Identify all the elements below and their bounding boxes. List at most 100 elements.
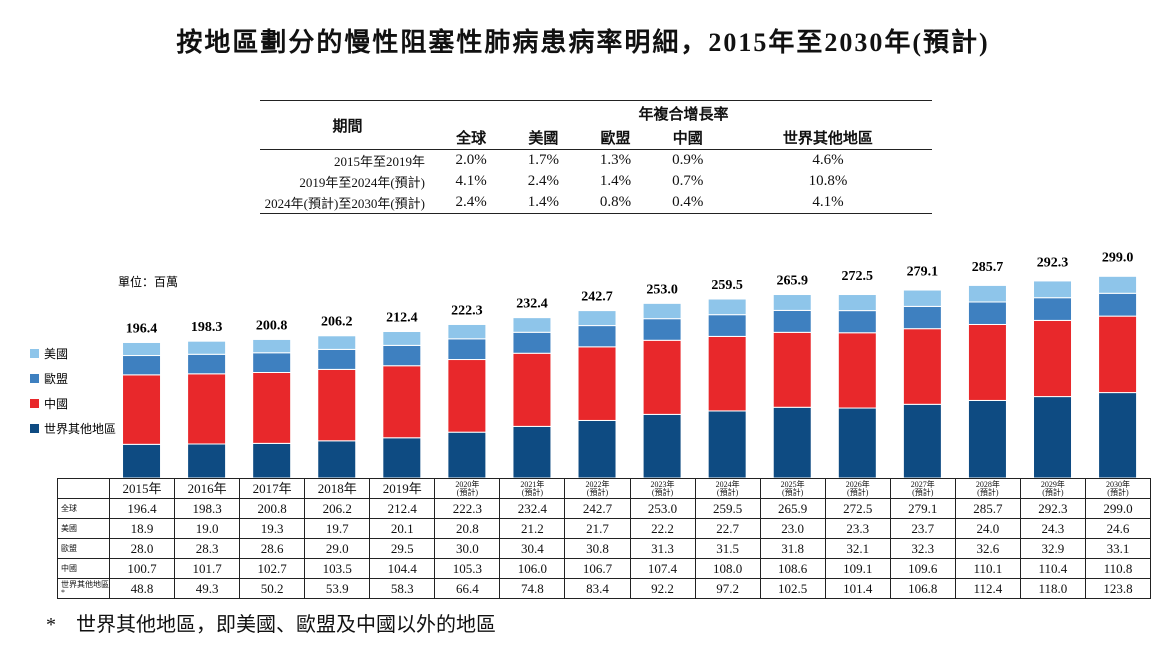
bar-segment [447, 338, 487, 361]
bar-segment [577, 346, 617, 421]
category-label: 2023年 (預計) [629, 478, 696, 499]
row-label: 美國 [57, 518, 110, 539]
total-label: 242.7 [581, 290, 613, 305]
category-label: 2030年 (預計) [1084, 478, 1152, 499]
bar-segment [967, 301, 1007, 325]
bar-segment [967, 399, 1007, 479]
bar-segment [512, 317, 552, 333]
bar-segment [447, 431, 487, 479]
bar-segment [512, 352, 552, 427]
category-label: 2024年 (預計) [694, 478, 761, 499]
data-cell: 32.9 [1019, 538, 1086, 559]
bar-segment [382, 365, 422, 439]
cagr-value: 0.9% [672, 152, 704, 168]
data-cell: 106.0 [499, 558, 566, 579]
data-cell: 108.0 [694, 558, 761, 579]
bar-segment [642, 413, 682, 479]
unit-label: 單位：百萬 [118, 274, 178, 289]
row-label: 歐盟 [57, 538, 110, 559]
legend-swatch [30, 349, 39, 358]
data-cell: 31.5 [694, 538, 761, 559]
bar-segment [187, 353, 227, 375]
bar-segment [1098, 315, 1138, 394]
data-cell: 206.2 [304, 498, 371, 519]
data-cell: 32.1 [824, 538, 891, 559]
data-row: 世界其他地區* 48.8 49.3 50.2 53.9 58.3 66.4 74.8 83.4 9… [57, 578, 1152, 599]
category-row: 2015年 2016年 2017年 2018年 2019年 2020年 (預計) 2021年… [57, 478, 1152, 499]
legend-label: 歐盟 [44, 371, 68, 386]
category-label: 2020年 (預計) [434, 478, 501, 499]
cagr-value: 2.4% [527, 173, 559, 189]
column-header: 世界其他地區 [723, 125, 932, 150]
total-label: 272.5 [842, 269, 874, 284]
column-header: 中國 [651, 125, 724, 150]
category-label: 2025年 (預計) [759, 478, 826, 499]
total-label: 198.3 [191, 320, 223, 335]
legend-label: 中國 [44, 396, 68, 411]
data-cell: 102.5 [759, 578, 826, 599]
data-cell: 232.4 [499, 498, 566, 519]
bar-segment [707, 335, 747, 412]
cagr-value: 10.8% [808, 173, 848, 189]
bar-segment [1098, 292, 1138, 317]
category-label: 2028年 (預計) [954, 478, 1021, 499]
data-cell: 66.4 [434, 578, 501, 599]
data-cell: 101.4 [824, 578, 891, 599]
cagr-value: 0.7% [672, 173, 704, 189]
data-cell: 48.8 [108, 578, 176, 599]
cagr-value: 2.0% [455, 152, 487, 168]
legend-swatch [30, 374, 39, 383]
total-label: 265.9 [776, 274, 808, 289]
bar-segment [837, 310, 877, 334]
period: 2019年至2024年(預計) [299, 175, 425, 190]
data-cell: 101.7 [174, 558, 241, 579]
bar-segment [642, 318, 682, 341]
period: 2024年(預計)至2030年(預計) [260, 192, 435, 214]
cagr-row: 2019年至2024年(預計) 4.1% 2.4% 1.4% 0.7% 10.8% [260, 171, 932, 192]
data-cell: 196.4 [108, 498, 176, 519]
data-row: 全球 196.4 198.3 200.8 206.2 212.4 222.3 232.4 242… [57, 498, 1152, 519]
bar-segment [447, 359, 487, 433]
category-label: 2021年 (預計) [499, 478, 566, 499]
group-header: 年複合增長率 [435, 100, 932, 125]
data-cell: 23.0 [759, 518, 826, 539]
data-cell: 123.8 [1084, 578, 1152, 599]
data-row: 歐盟 28.0 28.3 28.6 29.0 29.5 30.0 30.4 30.8 31.3 31… [57, 538, 1152, 559]
data-cell: 24.0 [954, 518, 1021, 539]
cagr-row: 2024年(預計)至2030年(預計) 2.4% 1.4% 0.8% 0.4% 4.1% [260, 192, 932, 214]
legend-label: 世界其他地區 [44, 422, 116, 436]
row-label: 世界其他地區* [57, 578, 110, 599]
data-cell: 242.7 [564, 498, 631, 519]
total-label: 212.4 [386, 310, 418, 325]
bar-segment [252, 442, 292, 479]
cagr-value: 4.1% [723, 192, 932, 214]
category-label: 2018年 [304, 478, 371, 499]
bar-segment [772, 294, 812, 311]
bar-segment [122, 341, 162, 357]
bar-segment [967, 284, 1007, 303]
bar-segment [642, 302, 682, 320]
cagr-value: 2.4% [435, 192, 508, 214]
data-cell: 103.5 [304, 558, 371, 579]
bar-segment [577, 310, 617, 327]
bar-segment [252, 371, 292, 444]
bar-segment [707, 410, 747, 479]
bar-segment [187, 373, 227, 445]
data-cell: 28.0 [108, 538, 176, 559]
bar-segment [1098, 275, 1138, 294]
data-cell: 21.2 [499, 518, 566, 539]
bar-segment [252, 338, 292, 354]
cagr-head: 期間 年複合增長率 全球 美國 歐盟 中國 世界其他地區 [260, 100, 932, 150]
bar-segment [837, 407, 877, 479]
total-label: 285.7 [972, 260, 1004, 275]
bar-segment [707, 314, 747, 337]
bar-segment [122, 374, 162, 445]
bar-segment [1033, 396, 1073, 479]
data-cell: 109.6 [889, 558, 956, 579]
category-label: 2029年 (預計) [1019, 478, 1086, 499]
data-cell: 19.7 [304, 518, 371, 539]
data-cell: 110.1 [954, 558, 1021, 579]
data-cell: 200.8 [239, 498, 306, 519]
data-cell: 22.2 [629, 518, 696, 539]
data-cell: 299.0 [1084, 498, 1152, 519]
